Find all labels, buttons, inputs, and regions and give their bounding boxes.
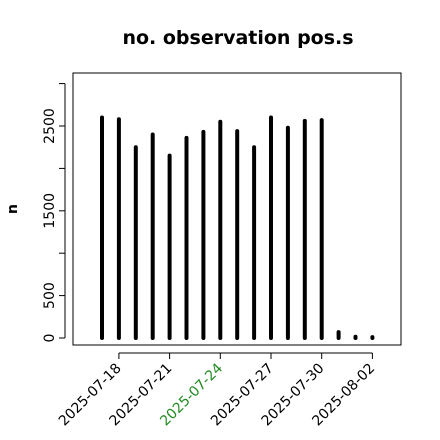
bars-group: [100, 115, 375, 340]
y-axis: 0 500 1500 2500: [42, 83, 66, 343]
x-axis: 2025-07-182025-07-212025-07-242025-07-27…: [56, 352, 378, 429]
chart-title: no. observation pos.s: [122, 27, 353, 49]
y-tick-label: 500: [42, 282, 58, 309]
y-tick-label: 2500: [42, 108, 58, 144]
y-axis-label: n: [5, 204, 21, 214]
y-tick-label: 0: [42, 334, 58, 343]
y-tick-label: 1500: [42, 193, 58, 229]
plot-frame: [72, 72, 402, 346]
